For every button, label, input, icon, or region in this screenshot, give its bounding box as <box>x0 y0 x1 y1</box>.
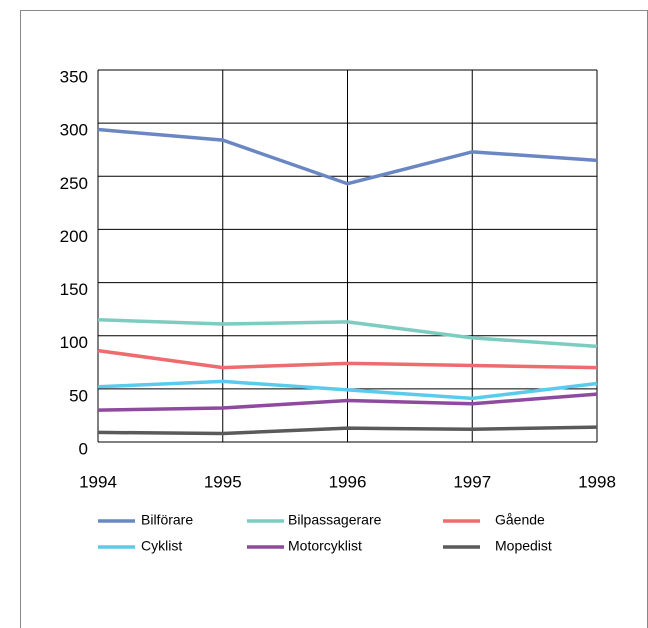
series-line <box>97 379 598 401</box>
y-tick-label: 200 <box>60 227 88 246</box>
x-tick-label: 1996 <box>329 472 367 491</box>
y-tick-label: 350 <box>60 67 88 86</box>
y-tick-label: 100 <box>60 333 88 352</box>
x-tick-label: 1997 <box>453 472 491 491</box>
y-tick-label: 150 <box>60 280 88 299</box>
legend-label: Bilpassagerare <box>288 512 382 528</box>
x-tick-label: 1998 <box>578 472 616 491</box>
y-tick-label: 0 <box>79 439 88 458</box>
x-tick-label: 1994 <box>79 472 117 491</box>
x-tick-label: 1995 <box>204 472 242 491</box>
series-line <box>97 318 598 349</box>
series-line <box>97 348 598 370</box>
legend-label: Gående <box>495 512 545 528</box>
legend-label: Bilförare <box>141 512 193 528</box>
y-tick-label: 300 <box>60 121 88 140</box>
y-tick-label: 50 <box>69 386 88 405</box>
series-line <box>97 127 598 186</box>
y-tick-label: 250 <box>60 174 88 193</box>
series-line <box>97 392 598 412</box>
legend-label: Motorcyklist <box>288 538 362 554</box>
legend-label: Mopedist <box>495 538 552 554</box>
legend-label: Cyklist <box>141 538 182 554</box>
series-line <box>97 425 598 436</box>
